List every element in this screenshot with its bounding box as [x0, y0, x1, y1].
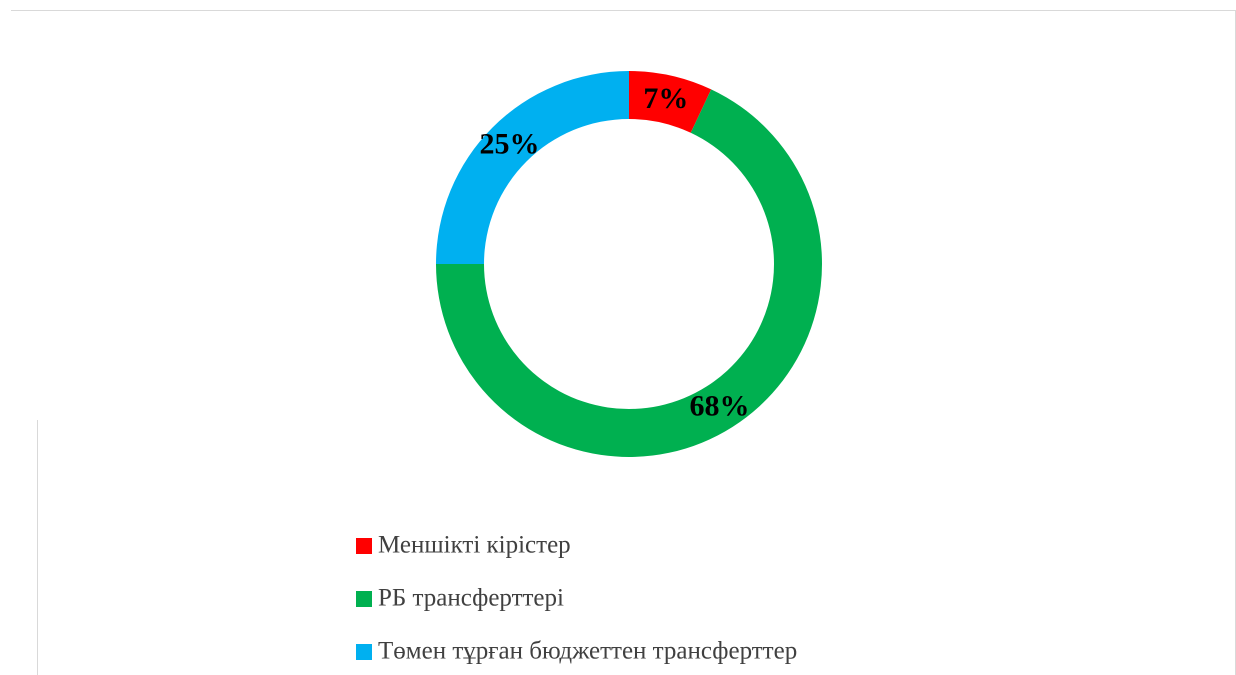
data-label: 7%	[643, 82, 688, 115]
donut-segment	[436, 71, 629, 264]
data-label: 68%	[690, 390, 750, 423]
legend-swatch	[356, 538, 372, 554]
donut-segment	[629, 71, 712, 133]
legend-swatch	[356, 591, 372, 607]
legend-swatch	[356, 644, 372, 660]
legend-label: Меншікті кірістер	[378, 532, 571, 559]
data-label: 25%	[479, 127, 539, 160]
legend-label: РБ трансферттері	[378, 585, 564, 612]
legend-label: Төмен тұрған бюджеттен трансферттер	[378, 638, 797, 665]
